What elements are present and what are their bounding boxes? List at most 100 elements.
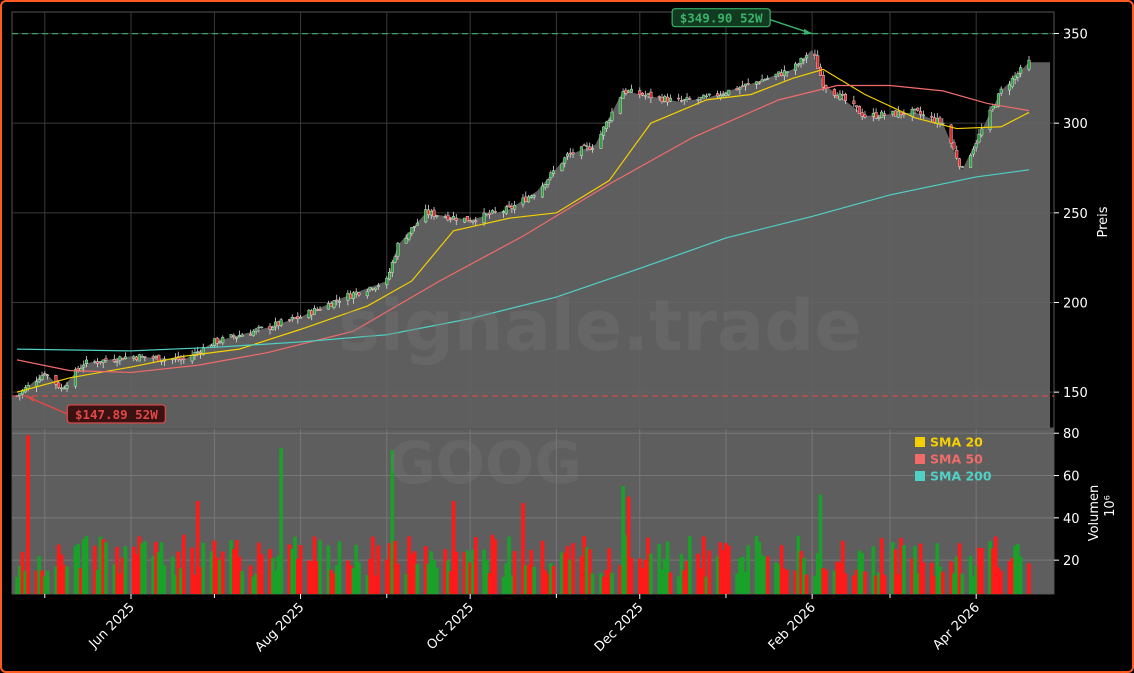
volume-bar (754, 535, 759, 594)
candle-body (1010, 78, 1014, 87)
candle (563, 156, 567, 168)
candle-body (40, 375, 44, 380)
candle-body (1019, 67, 1023, 74)
candle (999, 86, 1003, 96)
date-tick-label: Apr 2026 (930, 600, 983, 653)
candle (1016, 71, 1020, 82)
candle-body (704, 95, 708, 98)
volume-bar (565, 546, 570, 594)
candle-body (627, 90, 631, 93)
volume-bar (682, 570, 687, 594)
candle (335, 294, 339, 306)
candle-body (137, 354, 141, 362)
candle-body (660, 96, 664, 103)
volume-bar (991, 548, 995, 594)
volume-bar (290, 548, 295, 594)
candle-body (549, 172, 553, 179)
volume-bar (890, 542, 895, 594)
volume-bar (782, 568, 787, 594)
candle (602, 126, 606, 140)
candle-body (916, 107, 920, 111)
volume-bar (93, 545, 97, 594)
date-tick-label: Oct 2025 (424, 600, 477, 653)
volume-bar (952, 573, 956, 594)
candle (860, 108, 864, 120)
candle-body (198, 351, 202, 354)
volume-bar (34, 570, 39, 594)
volume-bar (368, 559, 372, 594)
volume-bar (332, 573, 336, 594)
volume-bar (640, 567, 645, 594)
candle (782, 65, 786, 81)
volume-bar (996, 567, 1001, 594)
candle-body (393, 256, 397, 263)
legend-swatch (915, 454, 925, 464)
volume-bar (151, 555, 156, 594)
candle (407, 232, 411, 242)
volume-bar (40, 570, 44, 594)
candle (365, 288, 369, 299)
volume-bar (993, 536, 998, 594)
candle-body (543, 184, 547, 188)
candle (143, 356, 147, 362)
candle (104, 355, 108, 363)
volume-bar (929, 562, 934, 594)
candle (643, 90, 647, 100)
candle-body (251, 330, 255, 336)
candle-body (607, 120, 611, 123)
candle-body (716, 93, 720, 97)
candle-body (190, 355, 194, 362)
volume-bar (412, 551, 417, 594)
candle (621, 88, 625, 99)
candle (738, 86, 742, 95)
volume-bar (610, 572, 614, 594)
candle-body (763, 79, 767, 81)
candle-body (504, 206, 508, 214)
candle-body (268, 325, 272, 330)
volume-bar (601, 576, 606, 594)
candle (543, 184, 547, 191)
candle-body (463, 217, 467, 223)
candle-body (646, 93, 650, 95)
volume-bar (487, 573, 492, 594)
volume-bar (701, 536, 706, 594)
volume-bar (949, 561, 953, 594)
legend: SMA 20 SMA 50 SMA 200 (915, 435, 992, 484)
candle (193, 348, 197, 360)
candle (482, 208, 486, 227)
candle (40, 371, 44, 382)
candle (540, 182, 544, 198)
candle (232, 333, 236, 340)
candle-body (435, 215, 439, 217)
candle (493, 206, 497, 214)
volume-bar (899, 538, 903, 594)
volume-bar (190, 547, 194, 594)
candle (357, 292, 361, 297)
volume-bar (482, 549, 486, 594)
volume-bar (218, 559, 222, 594)
volume-bar (660, 569, 664, 594)
candle (1027, 55, 1031, 72)
volume-bar (902, 545, 906, 594)
volume-bar (979, 547, 984, 594)
volume-bar (599, 573, 603, 594)
site-watermark: signale.trade (338, 285, 862, 367)
volume-bar (721, 550, 725, 594)
volume-bar (560, 552, 564, 594)
candle (338, 296, 342, 308)
candle (446, 211, 450, 222)
candle (271, 325, 275, 331)
volume-bar (1016, 544, 1020, 594)
candle-body (821, 75, 825, 88)
candle (1013, 72, 1017, 85)
volume-bar (585, 547, 589, 594)
candle-body (507, 204, 511, 208)
volume-bar (156, 552, 161, 594)
candle (980, 123, 984, 138)
volume-tick-label: 40 (1063, 512, 1080, 527)
volume-bar (357, 562, 361, 594)
volume-bar (551, 565, 556, 594)
candle (952, 139, 956, 150)
candle-body (565, 153, 569, 157)
candle (582, 143, 586, 147)
